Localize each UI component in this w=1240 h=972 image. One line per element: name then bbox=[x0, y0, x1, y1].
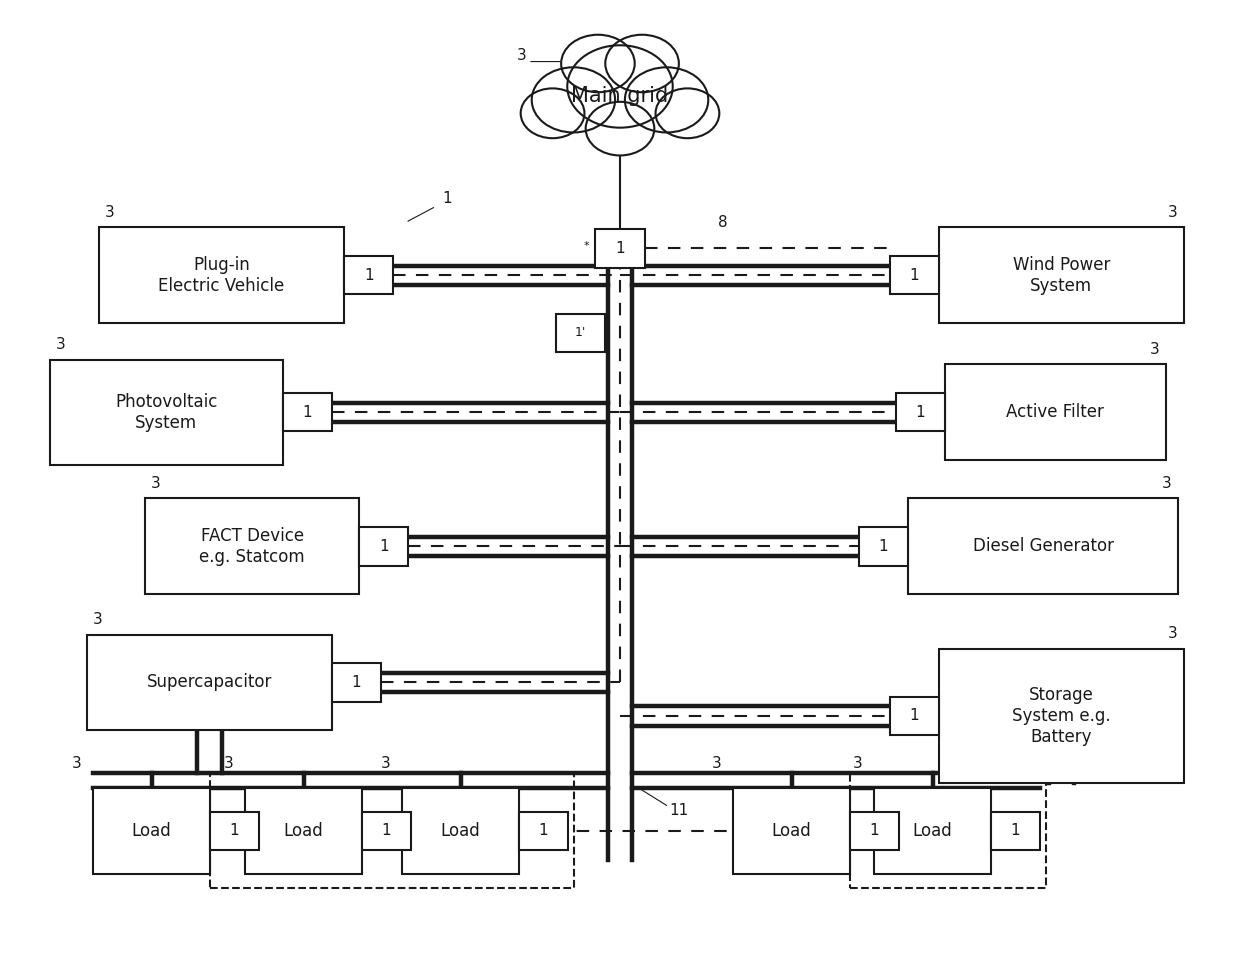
Text: Plug-in
Electric Vehicle: Plug-in Electric Vehicle bbox=[159, 256, 285, 295]
Text: 3: 3 bbox=[56, 337, 66, 352]
Bar bbox=[945, 364, 1166, 460]
Text: 1: 1 bbox=[869, 823, 879, 839]
Bar bbox=[890, 697, 939, 735]
Text: 1: 1 bbox=[879, 538, 888, 554]
Bar bbox=[859, 527, 908, 566]
Bar bbox=[210, 774, 574, 888]
Bar bbox=[939, 649, 1184, 783]
Bar bbox=[849, 812, 899, 850]
Bar bbox=[210, 812, 259, 850]
Circle shape bbox=[532, 67, 615, 132]
Bar bbox=[895, 393, 945, 432]
Bar bbox=[360, 527, 408, 566]
Text: Load: Load bbox=[284, 822, 324, 840]
Bar bbox=[518, 812, 568, 850]
Bar bbox=[908, 499, 1178, 594]
Bar bbox=[402, 787, 518, 874]
Text: Wind Power
System: Wind Power System bbox=[1013, 256, 1110, 295]
Circle shape bbox=[656, 88, 719, 138]
Circle shape bbox=[562, 35, 635, 92]
Text: Storage
System e.g.
Battery: Storage System e.g. Battery bbox=[1012, 686, 1111, 746]
Text: 3: 3 bbox=[1168, 205, 1178, 220]
Text: 3: 3 bbox=[381, 755, 391, 771]
Bar bbox=[93, 787, 210, 874]
Circle shape bbox=[521, 88, 584, 138]
Bar bbox=[332, 663, 381, 702]
Text: 1: 1 bbox=[303, 404, 312, 420]
Text: 1: 1 bbox=[443, 191, 451, 206]
Text: 3: 3 bbox=[1162, 475, 1172, 491]
Text: 1: 1 bbox=[538, 823, 548, 839]
Bar bbox=[283, 393, 332, 432]
Bar bbox=[87, 635, 332, 730]
Text: FACT Device
e.g. Statcom: FACT Device e.g. Statcom bbox=[200, 527, 305, 566]
Text: 3: 3 bbox=[852, 755, 862, 771]
Circle shape bbox=[585, 102, 655, 156]
Text: Load: Load bbox=[771, 822, 811, 840]
Text: 11: 11 bbox=[670, 803, 688, 817]
Text: Supercapacitor: Supercapacitor bbox=[146, 674, 272, 691]
Bar bbox=[595, 229, 645, 267]
Text: 1: 1 bbox=[229, 823, 239, 839]
Bar bbox=[733, 787, 849, 874]
Bar bbox=[145, 499, 360, 594]
Bar bbox=[362, 812, 410, 850]
Text: 3: 3 bbox=[1168, 626, 1178, 642]
Text: 1: 1 bbox=[909, 709, 919, 723]
Text: 1: 1 bbox=[352, 675, 361, 690]
Bar bbox=[874, 787, 991, 874]
Text: 3: 3 bbox=[151, 475, 161, 491]
Text: Load: Load bbox=[913, 822, 952, 840]
Text: Main grid: Main grid bbox=[572, 87, 668, 106]
Bar bbox=[99, 227, 345, 323]
Text: 3: 3 bbox=[517, 48, 527, 62]
Text: *: * bbox=[584, 241, 589, 252]
Circle shape bbox=[567, 46, 673, 127]
Bar bbox=[50, 360, 283, 465]
Text: 3: 3 bbox=[93, 611, 103, 627]
Text: Diesel Generator: Diesel Generator bbox=[972, 538, 1114, 555]
Text: 1: 1 bbox=[1011, 823, 1021, 839]
Text: 3: 3 bbox=[1149, 341, 1159, 357]
Text: 1: 1 bbox=[909, 267, 919, 283]
Text: 1: 1 bbox=[379, 538, 389, 554]
Bar bbox=[557, 314, 605, 352]
Text: 1: 1 bbox=[363, 267, 373, 283]
Text: 3: 3 bbox=[712, 755, 722, 771]
Text: 1: 1 bbox=[615, 241, 625, 256]
Text: Active Filter: Active Filter bbox=[1007, 403, 1104, 421]
Text: Load: Load bbox=[131, 822, 171, 840]
Bar bbox=[939, 227, 1184, 323]
Bar bbox=[991, 812, 1040, 850]
Bar bbox=[890, 256, 939, 295]
Text: 1': 1' bbox=[575, 327, 587, 339]
Bar bbox=[849, 774, 1047, 888]
Text: Load: Load bbox=[440, 822, 480, 840]
Bar bbox=[345, 256, 393, 295]
Text: 3: 3 bbox=[72, 755, 81, 771]
Circle shape bbox=[625, 67, 708, 132]
Text: 1: 1 bbox=[915, 404, 925, 420]
Text: 3: 3 bbox=[105, 205, 115, 220]
Text: 3: 3 bbox=[223, 755, 233, 771]
Text: Photovoltaic
System: Photovoltaic System bbox=[115, 393, 217, 432]
Bar bbox=[246, 787, 362, 874]
Text: 1: 1 bbox=[382, 823, 392, 839]
Circle shape bbox=[605, 35, 678, 92]
Text: 8: 8 bbox=[718, 216, 728, 230]
